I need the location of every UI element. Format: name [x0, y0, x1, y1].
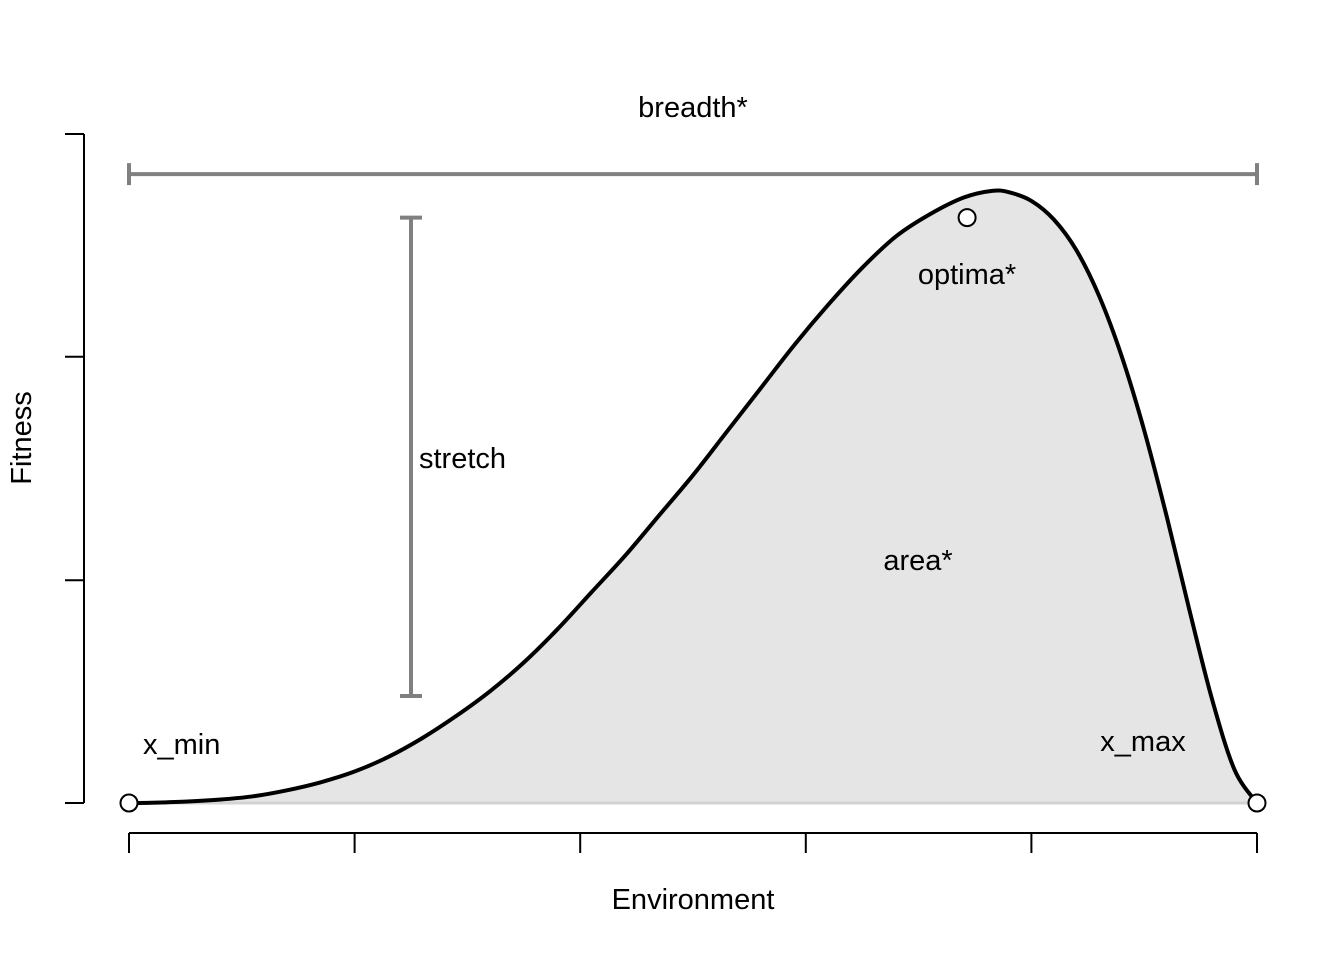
x-min-label: x_min: [143, 729, 220, 761]
fitness-curve-line: [128, 188, 1259, 805]
x-axis: [128, 832, 1258, 853]
y-axis: [65, 133, 85, 804]
points: [119, 208, 1267, 813]
x-axis-title: Environment: [612, 884, 775, 916]
annotations: [127, 163, 1259, 698]
breadth-label: breadth*: [638, 92, 748, 124]
x-max-label: x_max: [1100, 726, 1186, 758]
area-fill: [129, 190, 1257, 803]
area-label: area*: [883, 545, 952, 577]
point-x-max: [1247, 793, 1267, 813]
y-axis-title: Fitness: [6, 391, 38, 484]
optima-label: optima*: [918, 259, 1016, 291]
stretch-label: stretch: [419, 443, 506, 475]
point-x-min: [119, 793, 139, 813]
point-optima: [957, 208, 977, 228]
